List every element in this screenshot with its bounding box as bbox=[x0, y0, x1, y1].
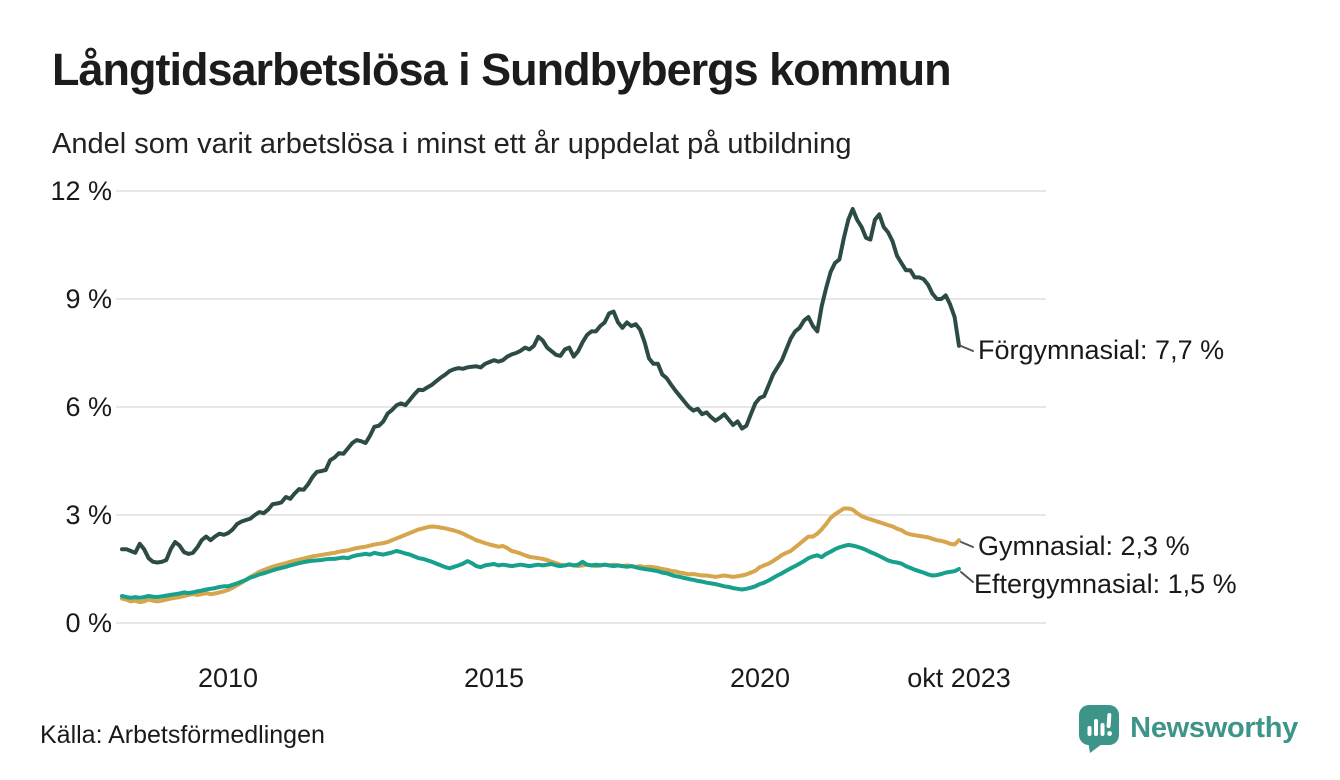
series-lines bbox=[120, 207, 961, 605]
page-title: Långtidsarbetslösa i Sundbybergs kommun bbox=[52, 44, 952, 95]
series-line-eftergymnasial bbox=[120, 542, 961, 600]
gridlines bbox=[116, 190, 1046, 624]
newsworthy-logo-icon bbox=[1079, 705, 1120, 753]
connector-eftergymnasial bbox=[960, 571, 974, 583]
series-line-förgymnasial bbox=[120, 207, 961, 565]
x-axis-tick: okt 2023 bbox=[907, 663, 1011, 693]
connector-forgymnasial bbox=[960, 345, 974, 352]
source-note: Källa: Arbetsförmedlingen bbox=[40, 721, 325, 749]
series-label-gymnasial: Gymnasial: 2,3 % bbox=[978, 531, 1190, 561]
y-axis-tick: 0 % bbox=[65, 608, 112, 638]
y-axis-tick: 6 % bbox=[65, 392, 112, 422]
connector-gymnasial bbox=[960, 541, 974, 548]
newsworthy-logo-text: Newsworthy bbox=[1130, 711, 1298, 744]
x-axis-tick: 2020 bbox=[729, 663, 791, 693]
series-line-gymnasial bbox=[120, 506, 961, 605]
y-axis-tick: 3 % bbox=[65, 500, 112, 530]
series-label-eftergymnasial: Eftergymnasial: 1,5 % bbox=[974, 569, 1237, 599]
x-axis-tick: 2010 bbox=[197, 663, 259, 693]
label-connectors bbox=[960, 345, 974, 583]
y-axis-tick: 9 % bbox=[65, 284, 112, 314]
chart-subtitle: Andel som varit arbetslösa i minst ett å… bbox=[52, 128, 852, 160]
y-axis-tick: 12 % bbox=[50, 176, 112, 206]
series-label-forgymnasial: Förgymnasial: 7,7 % bbox=[978, 335, 1225, 365]
x-axis-tick: 2015 bbox=[463, 663, 525, 693]
newsworthy-logo[interactable]: Newsworthy bbox=[1077, 703, 1298, 753]
